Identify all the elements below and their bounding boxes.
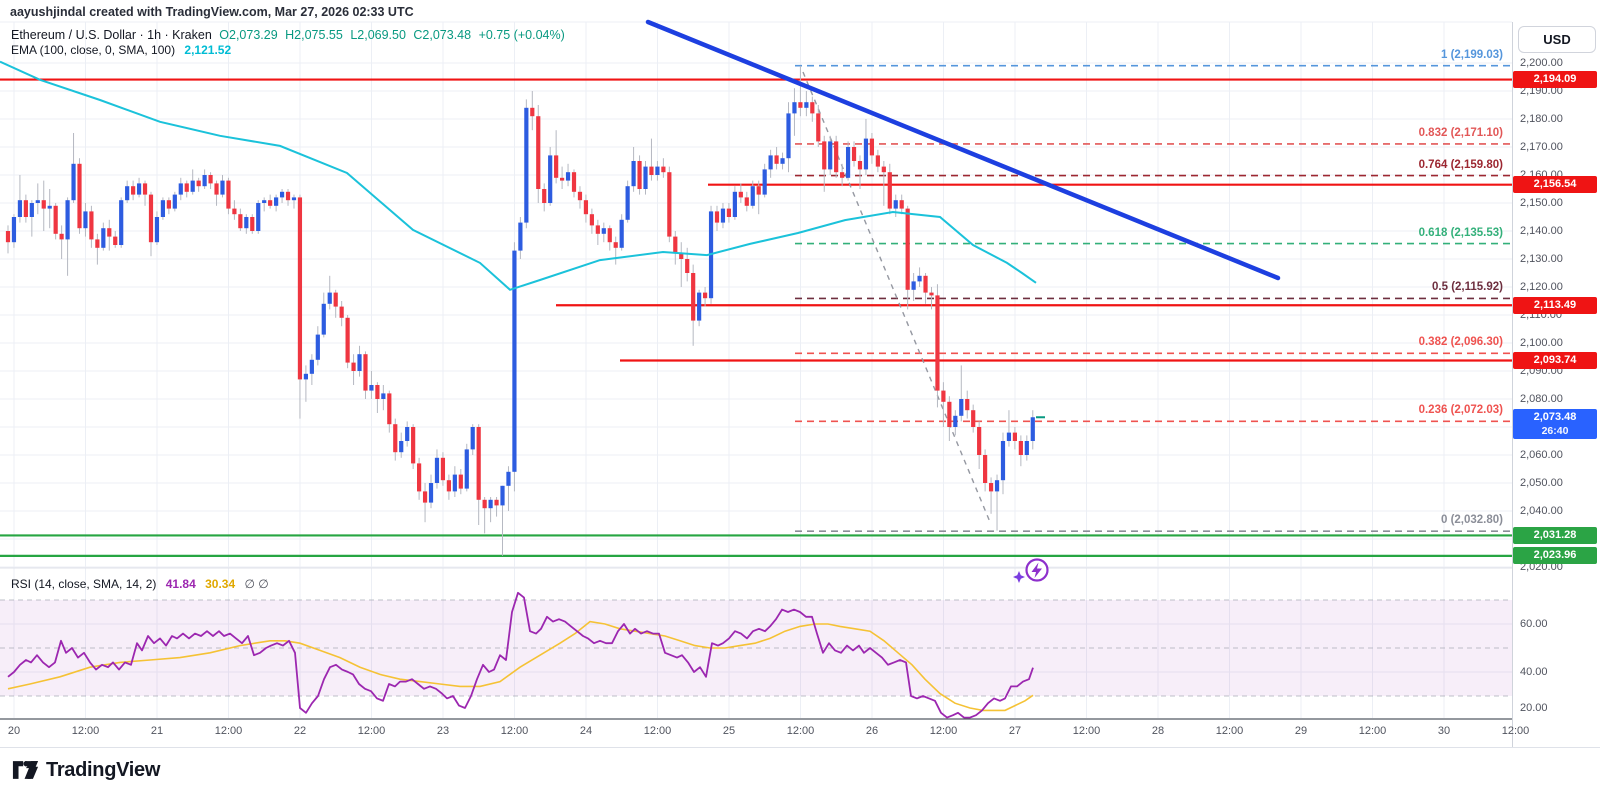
time-tick: 12:00 xyxy=(1072,725,1101,737)
chart-canvas[interactable] xyxy=(0,0,1516,748)
flash-idea-icon[interactable] xyxy=(1005,551,1053,598)
ohlc-close: C2,073.48 xyxy=(413,28,472,42)
time-tick: 12:00 xyxy=(214,725,243,737)
time-tick: 25 xyxy=(722,725,736,737)
rsi-ma-value: 30.34 xyxy=(205,577,236,591)
ohlc-open: O2,073.29 xyxy=(219,28,278,42)
fib-level-label: 0.382 (2,096.30) xyxy=(1418,336,1503,349)
ohlc-low: L2,069.50 xyxy=(350,28,406,42)
watermark: aayushjindal created with TradingView.co… xyxy=(10,5,414,19)
time-tick: 12:00 xyxy=(500,725,529,737)
price-tick: 2,130.00 xyxy=(1520,252,1563,265)
chart-bottom-border xyxy=(0,747,1600,748)
fib-level-label: 0.236 (2,072.03) xyxy=(1418,404,1503,417)
symbol-title: Ethereum / U.S. Dollar · 1h · Kraken xyxy=(11,28,212,42)
price-tick: 2,140.00 xyxy=(1520,224,1563,237)
rsi-extra-values: ∅ ∅ xyxy=(244,577,269,591)
tradingview-logo[interactable]: TradingView xyxy=(12,758,160,782)
price-level-badge: 2,194.09 xyxy=(1513,71,1597,89)
time-tick: 12:00 xyxy=(1501,725,1530,737)
last-price-badge: 2,073.48 26:40 xyxy=(1513,408,1597,439)
fib-level-label: 0 (2,032.80) xyxy=(1440,514,1503,527)
time-tick: 12:00 xyxy=(1358,725,1387,737)
ohlc-high: H2,075.55 xyxy=(285,28,343,42)
time-tick: 21 xyxy=(150,725,164,737)
price-tick: 2,100.00 xyxy=(1520,336,1563,349)
ema-legend[interactable]: EMA (100, close, 0, SMA, 100) 2,121.52 xyxy=(11,43,231,57)
currency-button[interactable]: USD xyxy=(1518,26,1596,53)
price-level-badge: 2,113.49 xyxy=(1513,296,1597,314)
time-tick: 30 xyxy=(1437,725,1451,737)
time-tick: 22 xyxy=(293,725,307,737)
time-tick: 26 xyxy=(865,725,879,737)
fib-level-label: 0.764 (2,159.80) xyxy=(1418,158,1503,171)
ema-value: 2,121.52 xyxy=(184,43,232,57)
time-tick: 27 xyxy=(1008,725,1022,737)
price-tick: 2,050.00 xyxy=(1520,476,1563,489)
price-level-badge: 2,156.54 xyxy=(1513,176,1597,194)
price-tick: 2,120.00 xyxy=(1520,280,1563,293)
tradingview-logo-mark xyxy=(12,761,39,779)
price-axis-border xyxy=(1512,22,1513,748)
symbol-legend[interactable]: Ethereum / U.S. Dollar · 1h · Kraken O2,… xyxy=(11,28,565,42)
price-tick: 2,150.00 xyxy=(1520,196,1563,209)
time-tick: 20 xyxy=(7,725,21,737)
price-tick: 2,080.00 xyxy=(1520,392,1563,405)
ema-name: EMA (100, close, 0, SMA, 100) xyxy=(11,43,176,57)
time-tick: 12:00 xyxy=(71,725,100,737)
time-tick: 12:00 xyxy=(786,725,815,737)
time-tick: 24 xyxy=(579,725,593,737)
rsi-tick: 20.00 xyxy=(1520,701,1548,714)
rsi-legend[interactable]: RSI (14, close, SMA, 14, 2) 41.84 30.34 … xyxy=(11,577,269,591)
ohlc-change: +0.75 (+0.04%) xyxy=(478,28,565,42)
time-tick: 23 xyxy=(436,725,450,737)
time-tick: 29 xyxy=(1294,725,1308,737)
price-level-badge: 2,031.28 xyxy=(1513,526,1597,544)
rsi-tick: 60.00 xyxy=(1520,617,1548,630)
time-tick: 12:00 xyxy=(643,725,672,737)
price-level-badge: 2,093.74 xyxy=(1513,352,1597,370)
rsi-tick: 40.00 xyxy=(1520,665,1548,678)
rsi-value: 41.84 xyxy=(165,577,196,591)
price-level-badge: 2,023.96 xyxy=(1513,547,1597,565)
price-tick: 2,200.00 xyxy=(1520,56,1563,69)
price-tick: 2,180.00 xyxy=(1520,112,1563,125)
time-tick: 12:00 xyxy=(1215,725,1244,737)
time-tick: 12:00 xyxy=(357,725,386,737)
price-tick: 2,060.00 xyxy=(1520,448,1563,461)
fib-level-label: 0.5 (2,115.92) xyxy=(1432,281,1503,294)
time-tick: 28 xyxy=(1151,725,1165,737)
price-tick: 2,170.00 xyxy=(1520,140,1563,153)
time-tick: 12:00 xyxy=(929,725,958,737)
rsi-name: RSI (14, close, SMA, 14, 2) xyxy=(11,577,157,591)
price-tick: 2,040.00 xyxy=(1520,504,1563,517)
fib-level-label: 0.618 (2,135.53) xyxy=(1418,226,1503,239)
fib-level-label: 1 (2,199.03) xyxy=(1440,48,1503,61)
tradingview-logo-text: TradingView xyxy=(46,758,161,781)
fib-level-label: 0.832 (2,171.10) xyxy=(1418,126,1503,139)
